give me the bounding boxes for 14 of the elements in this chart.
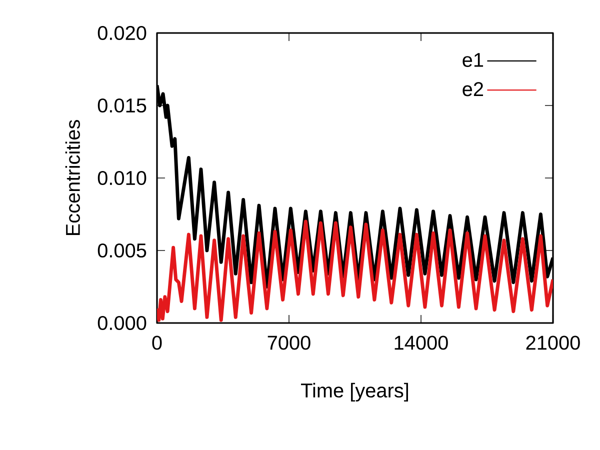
x-axis-title: Time [years] [301,382,408,402]
y-tick-label: 0.020 [98,26,146,40]
y-tick-label: 0.000 [98,316,146,330]
x-tick-label: 21000 [526,336,580,350]
y-axis-title: Eccentricities [65,120,80,236]
y-tick-label: 0.015 [98,98,146,113]
x-tick-label: 7000 [268,336,310,350]
line-series [157,220,554,322]
y-tick-label: 0.010 [98,170,146,186]
legend-label: e1 [462,53,484,67]
legend-label: e2 [462,82,484,96]
y-tick-label: 0.005 [98,243,146,258]
x-tick-label: 14000 [394,336,448,350]
x-tick-label: 0 [152,336,162,350]
